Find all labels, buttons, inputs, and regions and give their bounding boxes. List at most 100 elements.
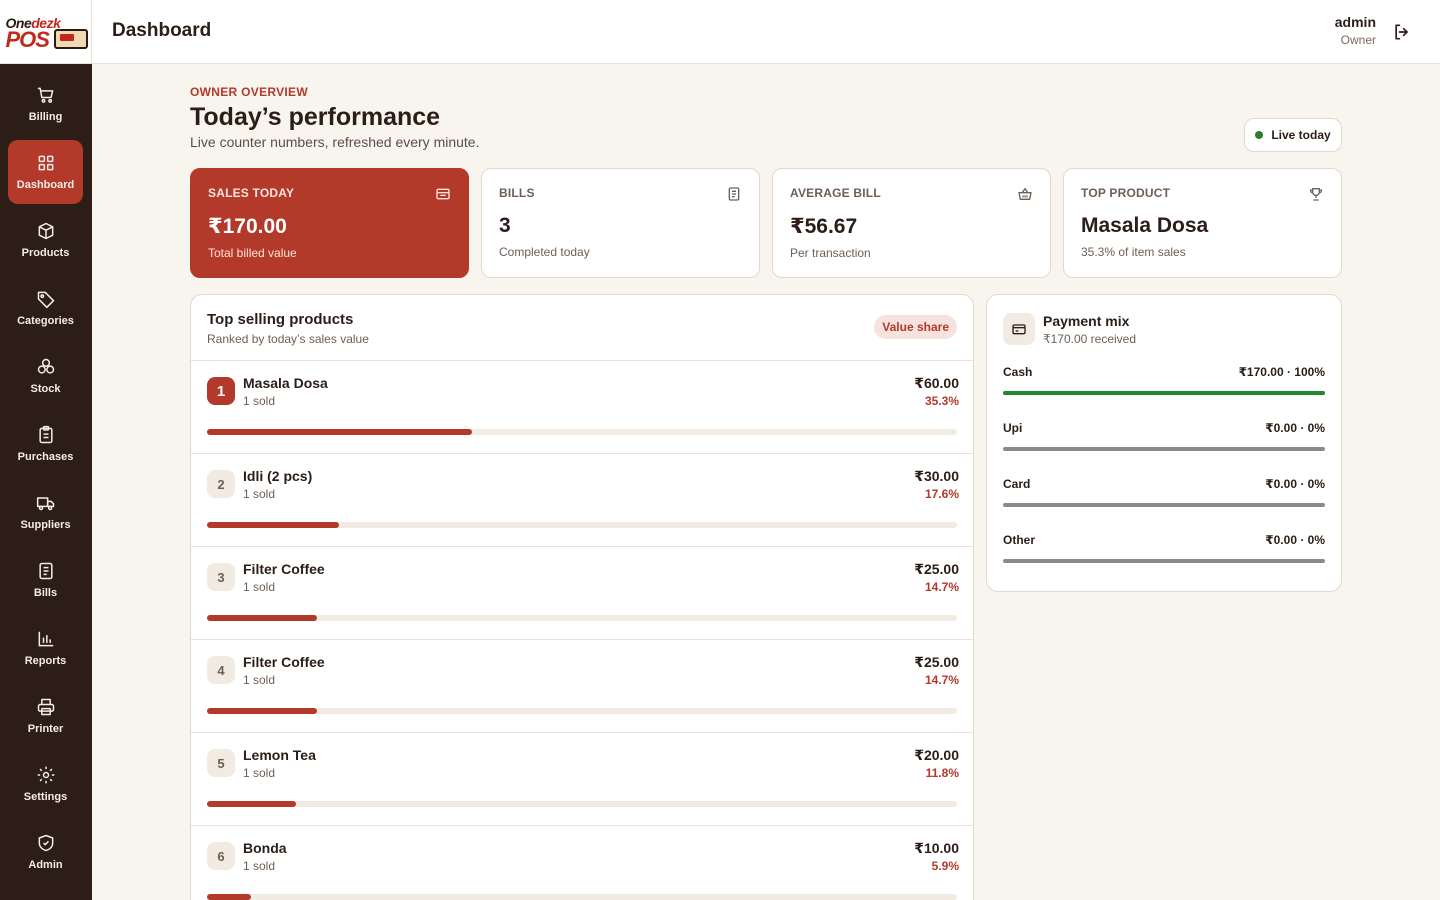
stat-card-bills: BILLS 3 Completed today [481, 168, 760, 278]
product-row[interactable]: 4 Filter Coffee 1 sold ₹25.00 14.7% [191, 639, 973, 732]
page-title: Dashboard [112, 20, 212, 41]
product-row[interactable]: 5 Lemon Tea 1 sold ₹20.00 11.8% [191, 732, 973, 825]
sidebar-item-reports[interactable]: Reports [8, 616, 83, 680]
overview-title: Today’s performance [190, 103, 441, 131]
share-bar [207, 708, 957, 714]
sidebar-item-label: Reports [24, 655, 67, 667]
payment-value: ₹0.00 · 0% [1265, 421, 1325, 435]
product-name: Lemon Tea [243, 747, 316, 763]
share-bar [207, 801, 957, 807]
stat-value: ₹170.00 [208, 215, 287, 238]
panel-subtitle: Ranked by today’s sales value [207, 332, 369, 346]
sidebar-item-purchases[interactable]: Purchases [8, 412, 83, 476]
share-bar [207, 894, 957, 900]
product-share: 5.9% [931, 859, 959, 873]
panel-title: Payment mix [1043, 313, 1130, 329]
share-bar [207, 522, 957, 528]
product-row[interactable]: 2 Idli (2 pcs) 1 sold ₹30.00 17.6% [191, 453, 973, 546]
sidebar-item-billing[interactable]: Billing [8, 72, 83, 136]
payment-row-card: Card ₹0.00 · 0% [1003, 477, 1325, 533]
payment-row-upi: Upi ₹0.00 · 0% [1003, 421, 1325, 477]
sidebar-item-admin[interactable]: Admin [8, 820, 83, 884]
receipt-icon [38, 562, 53, 580]
sidebar-item-dashboard[interactable]: Dashboard [8, 140, 83, 204]
sidebar-item-label: Purchases [17, 451, 74, 463]
product-share: 14.7% [924, 673, 959, 687]
panel-subtitle: ₹170.00 received [1043, 332, 1137, 346]
grid-icon [38, 155, 53, 171]
logo-pos-text: POS [5, 27, 50, 52]
product-name: Filter Coffee [243, 561, 325, 577]
rank-badge: 2 [207, 470, 235, 498]
logo-one-text: Onedezk [5, 15, 61, 31]
card-icon [1003, 313, 1035, 345]
stat-note: Total billed value [208, 246, 297, 260]
product-name: Masala Dosa [243, 375, 328, 391]
sidebar-item-bills[interactable]: Bills [8, 548, 83, 612]
truck-icon [36, 497, 54, 511]
payment-bar [1003, 391, 1325, 395]
payment-row-cash: Cash ₹170.00 · 100% [1003, 365, 1325, 421]
sidebar-item-stock[interactable]: Stock [8, 344, 83, 408]
share-bar [207, 615, 957, 621]
product-row[interactable]: 3 Filter Coffee 1 sold ₹25.00 14.7% [191, 546, 973, 639]
logout-icon[interactable] [1392, 22, 1412, 42]
stat-card-average-bill: AVERAGE BILL ₹56.67 Per transaction [772, 168, 1051, 278]
sidebar-item-label: Stock [30, 383, 61, 395]
sidebar-item-categories[interactable]: Categories [8, 276, 83, 340]
product-name: Bonda [243, 840, 287, 856]
payment-method: Other [1003, 533, 1036, 547]
user-info: admin Owner [1335, 14, 1376, 47]
share-bar-fill [207, 801, 296, 807]
live-dot-icon [1255, 131, 1264, 139]
sidebar-item-label: Suppliers [20, 519, 71, 531]
sidebar-item-label: Products [21, 247, 70, 259]
brand-logo[interactable]: Onedezk POS [0, 0, 92, 64]
product-sold: 1 sold [243, 673, 276, 687]
product-amount: ₹20.00 [914, 747, 959, 763]
sidebar-item-settings[interactable]: Settings [8, 752, 83, 816]
product-sold: 1 sold [243, 580, 276, 594]
sidebar-item-printer[interactable]: Printer [8, 684, 83, 748]
register-icon [53, 29, 88, 49]
stat-note: Per transaction [790, 246, 871, 260]
wallet-icon [436, 188, 450, 200]
stat-value: 3 [499, 214, 511, 237]
sidebar-item-products[interactable]: Products [8, 208, 83, 272]
share-bar-fill [207, 615, 318, 621]
stack-icon [37, 358, 54, 374]
stat-note: 35.3% of item sales [1081, 245, 1186, 259]
rank-badge: 3 [207, 563, 235, 591]
chart-icon [38, 631, 53, 647]
trophy-icon [1309, 188, 1323, 201]
payment-method: Cash [1003, 365, 1033, 379]
product-name: Filter Coffee [243, 654, 325, 670]
sidebar-item-label: Dashboard [16, 179, 75, 191]
share-bar-fill [207, 708, 318, 714]
share-bar-fill [207, 522, 339, 528]
product-sold: 1 sold [243, 394, 276, 408]
box-icon [38, 222, 53, 240]
stat-value: Masala Dosa [1081, 214, 1209, 237]
product-amount: ₹60.00 [914, 375, 959, 391]
payment-bar [1003, 559, 1325, 563]
sidebar-item-label: Settings [23, 791, 68, 803]
product-sold: 1 sold [243, 766, 276, 780]
sidebar-item-label: Categories [17, 315, 74, 327]
value-share-badge[interactable]: Value share [874, 315, 957, 339]
stat-label: AVERAGE BILL [790, 186, 881, 200]
product-share: 11.8% [925, 766, 959, 780]
product-row[interactable]: 1 Masala Dosa 1 sold ₹60.00 35.3% [191, 360, 973, 453]
sidebar-item-suppliers[interactable]: Suppliers [8, 480, 83, 544]
top-selling-panel: Top selling products Ranked by today’s s… [190, 294, 974, 900]
receipt-icon [728, 187, 740, 201]
rank-badge: 5 [207, 749, 235, 777]
panel-title: Top selling products [207, 311, 354, 328]
basket-icon [1018, 188, 1032, 200]
gear-icon [37, 766, 54, 784]
overview-subtitle: Live counter numbers, refreshed every mi… [190, 134, 480, 150]
top-bar: Onedezk POS Dashboard admin Owner [0, 0, 1440, 64]
user-role: Owner [1340, 33, 1376, 47]
live-today-badge[interactable]: Live today [1244, 118, 1342, 152]
product-row[interactable]: 6 Bonda 1 sold ₹10.00 5.9% [191, 825, 973, 900]
